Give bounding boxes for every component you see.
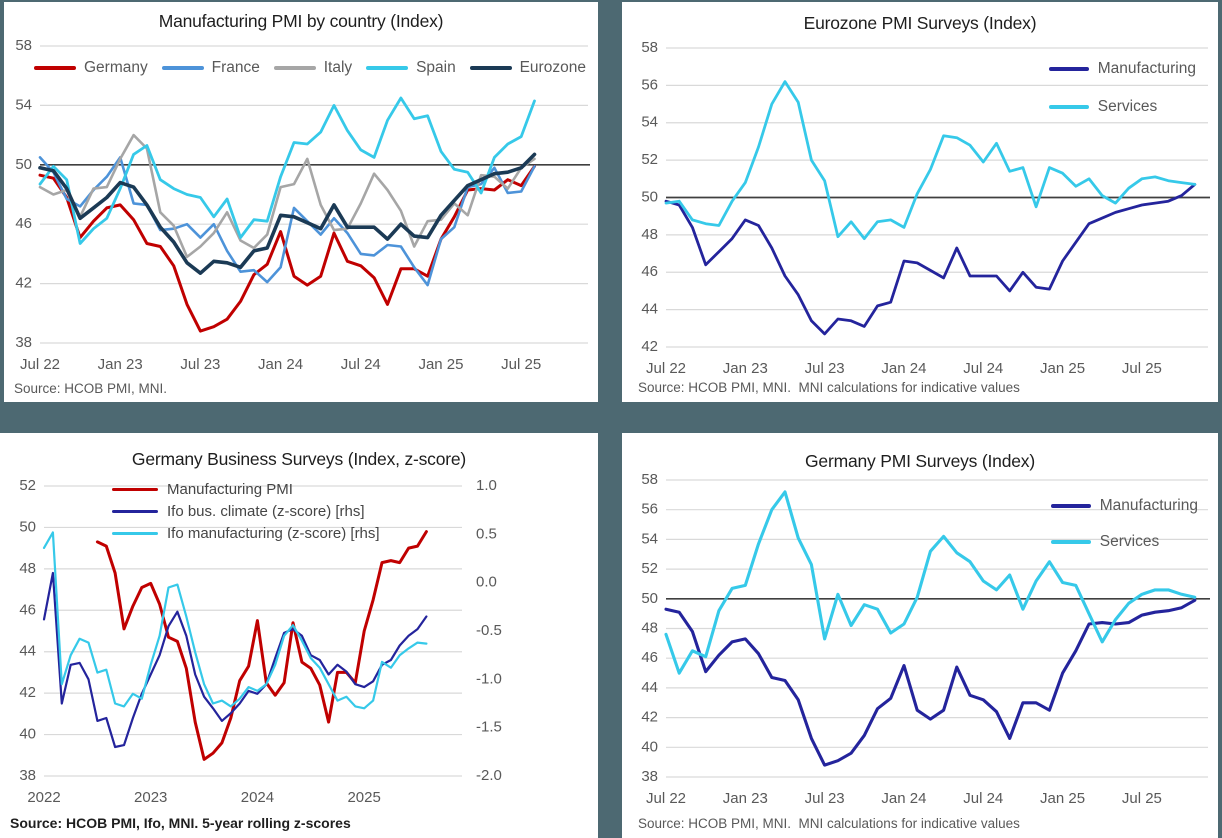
x-axis-tick-label: Jul 24 (341, 356, 381, 373)
y2-axis-tick-label: 0.0 (476, 574, 497, 591)
y-axis-tick-label: 44 (641, 301, 658, 318)
y-axis-tick-label: 38 (19, 767, 36, 784)
series-line-manufacturing-pmi (95, 530, 428, 761)
series-line-manufacturing (664, 598, 1197, 767)
series-line-germany (38, 164, 536, 333)
y-axis-tick-label: 56 (641, 501, 658, 518)
y-axis-tick-label: 44 (641, 679, 658, 696)
y-axis-tick-label: 54 (641, 530, 658, 547)
series-line-manufacturing (664, 183, 1197, 336)
x-axis-tick-label: Jul 23 (180, 356, 220, 373)
y-axis-tick-label: 52 (641, 151, 658, 168)
y2-axis-tick-label: -0.5 (476, 622, 502, 639)
series-line-italy (38, 133, 536, 259)
y-axis-tick-label: 46 (641, 263, 658, 280)
series-line-france (38, 156, 536, 287)
x-axis-tick-label: Jul 22 (20, 356, 60, 373)
y-axis-tick-label: 38 (15, 334, 32, 351)
y2-axis-tick-label: -1.0 (476, 670, 502, 687)
y-axis-tick-label: 40 (641, 738, 658, 755)
y-axis-tick-label: 54 (15, 96, 32, 113)
x-axis-tick-label: Jan 25 (1040, 360, 1085, 377)
x-axis-tick-label: Jan 24 (881, 360, 926, 377)
x-axis-tick-label: Jan 23 (98, 356, 143, 373)
x-axis-tick-label: 2023 (134, 789, 167, 806)
chart-germany-pmi-surveys: 38 40 42 44 46 48 50 52 54 56 58 Jul 22 Jan 23 Jul 23… (641, 471, 1210, 807)
x-axis-tick-label: 2024 (241, 789, 274, 806)
x-axis-tick-label: Jul 25 (1122, 790, 1162, 807)
y-axis-tick-label: 56 (641, 76, 658, 93)
y-axis-tick-label: 52 (19, 477, 36, 494)
x-axis-tick-label: Jan 24 (881, 790, 926, 807)
chart-manufacturing-pmi-by-country: 38 42 46 50 54 58 Jul 22 Jan 23 Jul 23 Jan 24 Jul … (15, 37, 590, 373)
panel-germany-business-surveys: Germany Business Surveys (Index, z-score… (0, 433, 598, 838)
panel-manufacturing-pmi-by-country: Manufacturing PMI by country (Index) 38 4… (4, 2, 598, 402)
x-axis-tick-label: Jul 22 (646, 360, 686, 377)
y-axis-tick-label: 38 (641, 768, 658, 785)
x-axis-tick-label: Jul 23 (805, 360, 845, 377)
series-line-eurozone (38, 152, 537, 275)
y-axis-tick-label: 46 (641, 649, 658, 666)
y-axis-tick-label: 44 (19, 643, 36, 660)
x-axis-tick-label: Jan 23 (723, 790, 768, 807)
panel-germany-pmi-surveys: Germany PMI Surveys (Index) 38 40 42 44 46 48… (622, 433, 1218, 838)
y-axis-tick-label: 42 (19, 684, 36, 701)
y-axis-tick-label: 50 (641, 188, 658, 205)
y-axis-tick-label: 48 (641, 226, 658, 243)
x-axis-tick-label: Jan 24 (258, 356, 303, 373)
panel-eurozone-pmi-surveys: Eurozone PMI Surveys (Index) 42 44 46 48 50 5… (622, 2, 1218, 402)
source-note: Source: HCOB PMI, MNI. MNI calculations … (638, 816, 1020, 831)
y-axis-tick-label: 42 (641, 338, 658, 355)
source-note: Source: HCOB PMI, MNI. MNI calculations … (638, 380, 1020, 395)
chart-germany-business-surveys: 38 40 42 44 46 48 50 52 -2.0 -1.5 -1.0 -0.5 0.0 0.5 1.… (19, 477, 502, 806)
y-axis-tick-label: 46 (19, 601, 36, 618)
y-axis-tick-label: 42 (641, 709, 658, 726)
y-axis-tick-label: 50 (641, 590, 658, 607)
y2-axis-tick-label: 1.0 (476, 477, 497, 494)
x-axis-tick-label: Jan 23 (723, 360, 768, 377)
series-line-ifo-manufacturing-z-score-rhs (42, 531, 428, 710)
x-axis-tick-label: Jan 25 (418, 356, 463, 373)
y-axis-tick-label: 50 (19, 518, 36, 535)
source-note: Source: HCOB PMI, Ifo, MNI. 5-year rolli… (10, 815, 351, 831)
x-axis-tick-label: Jan 25 (1040, 790, 1085, 807)
series-line-services (664, 80, 1197, 240)
x-axis-tick-label: Jul 25 (501, 356, 541, 373)
chart-title: Germany PMI Surveys (Index) (805, 451, 1035, 471)
y-axis-tick-label: 50 (15, 156, 32, 173)
series-line-services (664, 490, 1197, 675)
chart-title: Manufacturing PMI by country (Index) (158, 11, 444, 31)
y-axis-tick-label: 52 (641, 560, 658, 577)
y2-axis-tick-label: -1.5 (476, 719, 502, 736)
x-axis-tick-label: 2022 (27, 789, 60, 806)
y2-axis-tick-label: -2.0 (476, 767, 502, 784)
x-axis-tick-label: 2025 (347, 789, 380, 806)
y-axis-tick-label: 48 (19, 560, 36, 577)
x-axis-tick-label: Jul 25 (1122, 360, 1162, 377)
y-axis-tick-label: 58 (15, 37, 32, 54)
y-axis-tick-label: 58 (641, 471, 658, 488)
chart-title: Germany Business Surveys (Index, z-score… (131, 449, 467, 469)
chart-title: Eurozone PMI Surveys (Index) (803, 13, 1037, 33)
y-axis-tick-label: 40 (19, 726, 36, 743)
y-axis-tick-label: 46 (15, 215, 32, 232)
y2-axis-tick-label: 0.5 (476, 525, 497, 542)
series-line-ifo-bus-climate-z-score-rhs (42, 571, 428, 749)
x-axis-tick-label: Jul 24 (963, 360, 1003, 377)
source-note: Source: HCOB PMI, MNI. (14, 381, 168, 396)
x-axis-tick-label: Jul 24 (963, 790, 1003, 807)
y-axis-tick-label: 54 (641, 114, 658, 131)
y-axis-tick-label: 42 (15, 275, 32, 292)
x-axis-tick-label: Jul 22 (646, 790, 686, 807)
y-axis-tick-label: 48 (641, 619, 658, 636)
chart-eurozone-pmi-surveys: 42 44 46 48 50 52 54 56 58 Jul 22 Jan 23 Jul 23 Jan … (641, 39, 1210, 377)
x-axis-tick-label: Jul 23 (805, 790, 845, 807)
y-axis-tick-label: 58 (641, 39, 658, 56)
